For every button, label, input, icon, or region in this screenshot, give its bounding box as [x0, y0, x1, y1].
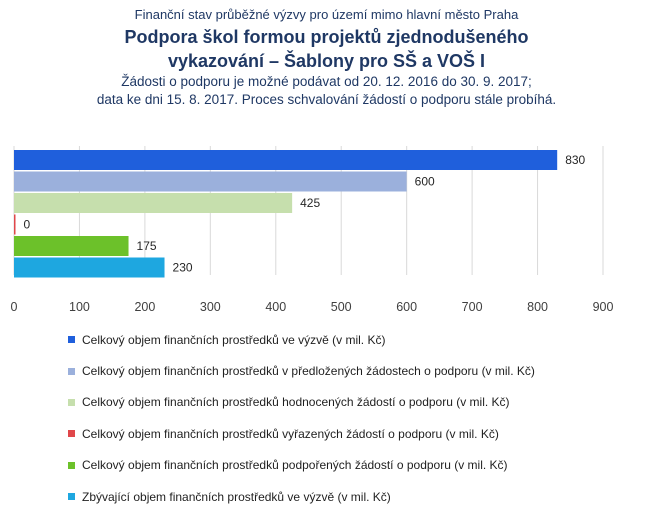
chart-subtitle-line-1: Žádosti o podporu je možné podávat od 20…	[121, 74, 532, 89]
legend-label: Celkový objem finančních prostředků ve v…	[82, 332, 386, 347]
chart-title-line-1: Podpora škol formou projektů zjednodušen…	[124, 27, 529, 47]
legend-item: Celkový objem finančních prostředků hodn…	[68, 387, 535, 418]
legend-label: Zbývající objem finančních prostředků ve…	[82, 489, 391, 504]
legend-label: Celkový objem finančních prostředků vyřa…	[82, 426, 499, 441]
x-tick-label: 200	[134, 300, 155, 314]
bar-value-label: 0	[24, 218, 31, 232]
x-tick-label: 600	[396, 300, 417, 314]
bar-value-label: 830	[565, 153, 585, 167]
bar-chart: 830 600 425 0 175 230 0 100 200 300 400 500 600 700 80…	[11, 146, 614, 314]
x-tick-label: 800	[527, 300, 548, 314]
x-tick-label: 400	[265, 300, 286, 314]
legend-item: Zbývající objem finančních prostředků ve…	[68, 481, 535, 512]
legend-swatch	[68, 430, 75, 438]
chart-subtitle-line-2: data ke dni 15. 8. 2017. Proces schvalov…	[96, 92, 557, 107]
bar-value-label: 600	[415, 175, 435, 189]
bar	[14, 236, 129, 256]
legend-swatch	[68, 398, 75, 406]
bar	[14, 150, 558, 170]
bar-value-label: 175	[137, 239, 157, 253]
legend-label: Celkový objem finančních prostředků v př…	[82, 364, 535, 379]
legend-label: Celkový objem finančních prostředků podp…	[82, 458, 508, 473]
x-tick-label: 100	[69, 300, 90, 314]
bar	[14, 171, 407, 192]
chart-title-line-2: vykazování – Šablony pro SŠ a VOŠ I	[167, 51, 486, 71]
bar	[14, 193, 293, 213]
legend-item: Celkový objem finančních prostředků vyřa…	[68, 418, 535, 449]
bar	[14, 257, 165, 278]
legend-swatch	[68, 461, 75, 469]
legend-label: Celkový objem finančních prostředků hodn…	[82, 395, 510, 410]
x-tick-label: 700	[462, 300, 483, 314]
chart-legend: Celkový objem finančních prostředků ve v…	[68, 324, 535, 512]
legend-item: Celkový objem finančních prostředků v př…	[68, 355, 535, 386]
x-tick-label: 900	[593, 300, 614, 314]
bar	[14, 214, 16, 235]
legend-item: Celkový objem finančních prostředků podp…	[68, 450, 535, 481]
chart-supertitle: Finanční stav průběžné výzvy pro území m…	[134, 7, 519, 22]
legend-item: Celkový objem finančních prostředků ve v…	[68, 324, 535, 355]
x-tick-label: 300	[200, 300, 221, 314]
x-tick-label: 500	[331, 300, 352, 314]
legend-swatch	[68, 493, 75, 501]
bar-value-label: 425	[300, 196, 320, 210]
legend-swatch	[68, 367, 75, 375]
chart-header: Finanční stav průběžné výzvy pro území m…	[0, 6, 653, 109]
legend-swatch	[68, 336, 75, 344]
bar-value-label: 230	[173, 261, 193, 275]
x-tick-label: 0	[11, 300, 18, 314]
